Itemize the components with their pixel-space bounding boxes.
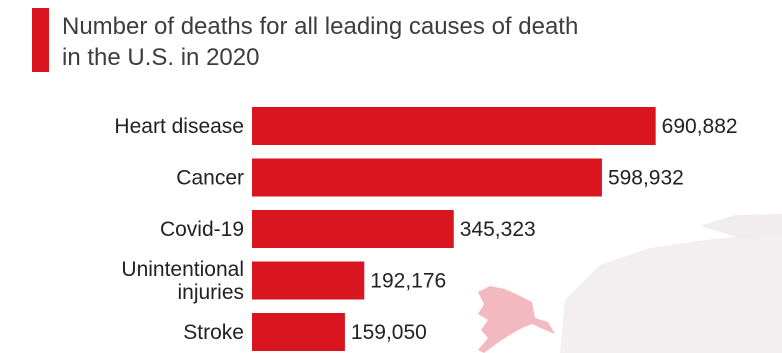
category-label-line: injuries (177, 281, 244, 304)
chart-title-line: Number of deaths for all leading causes … (62, 13, 579, 40)
bar (252, 158, 602, 197)
alaska-shape (478, 286, 555, 353)
background-landmass-shape (700, 214, 782, 238)
bar (252, 261, 365, 300)
value-label: 159,050 (351, 321, 427, 344)
category-label: Stroke (183, 321, 244, 344)
value-label: 345,323 (460, 218, 536, 241)
title-accent-bar (32, 8, 49, 72)
category-label-line: Stroke (183, 321, 244, 344)
category-label-line: Heart disease (114, 115, 244, 138)
value-label: 598,932 (608, 167, 684, 190)
value-label: 192,176 (370, 270, 446, 293)
value-label: 690,882 (662, 115, 738, 138)
category-label-line: Unintentional (121, 258, 244, 281)
category-label: Heart disease (114, 115, 244, 138)
chart-title: Number of deaths for all leading causes … (62, 11, 702, 73)
category-label-line: Covid-19 (160, 218, 244, 241)
chart-title-line: in the U.S. in 2020 (62, 44, 260, 71)
category-label: Covid-19 (160, 218, 244, 241)
category-label-line: Cancer (176, 167, 244, 190)
category-label: Cancer (176, 167, 244, 190)
bar (252, 313, 345, 351)
bar (252, 210, 454, 248)
category-label: Unintentional injuries (121, 258, 244, 304)
background-landmass-shape (560, 232, 782, 353)
bar (252, 107, 656, 145)
